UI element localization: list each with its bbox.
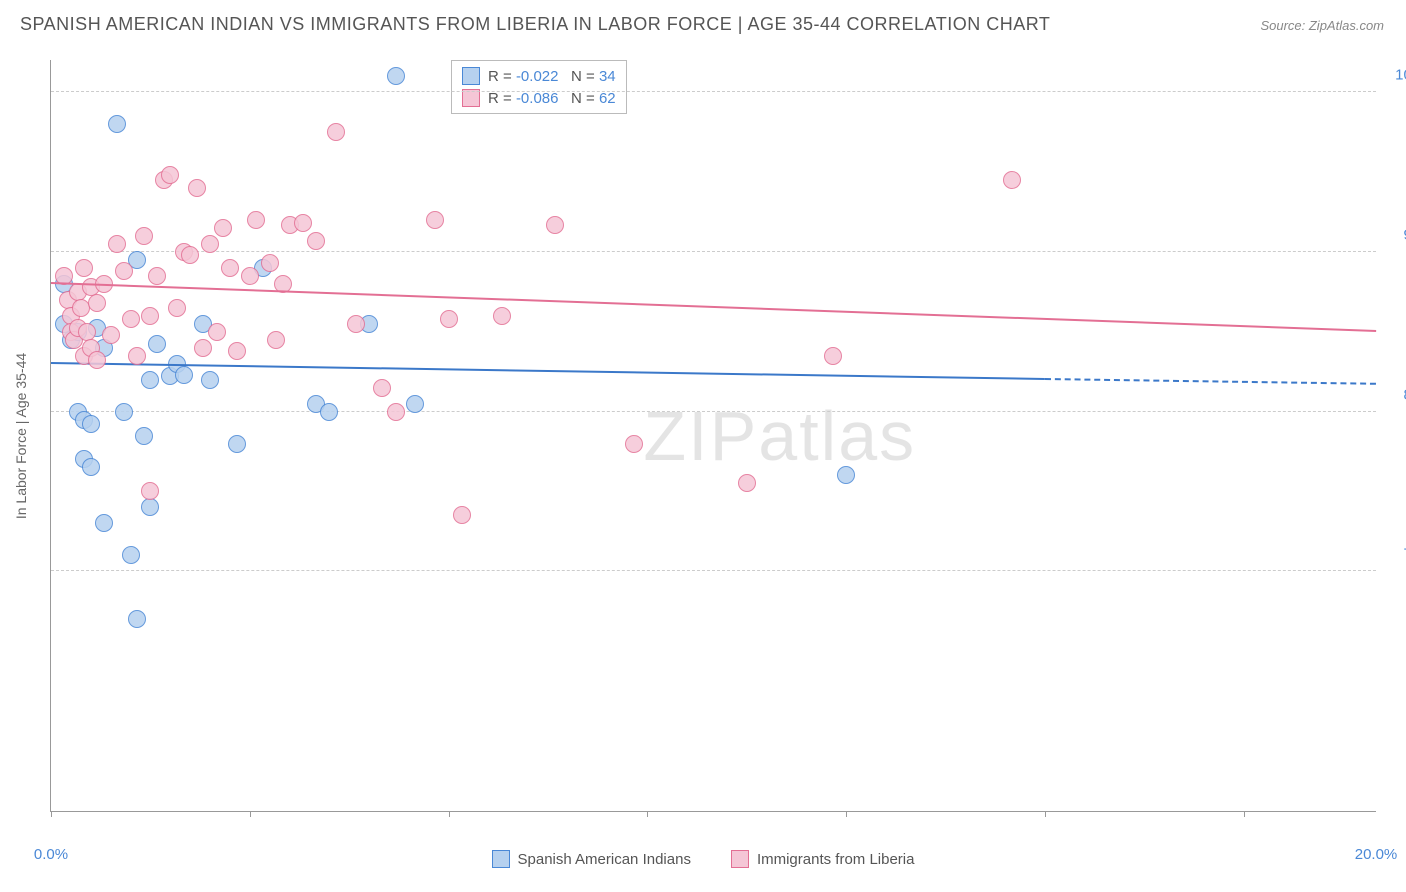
x-tick xyxy=(250,811,251,817)
trend-line xyxy=(51,282,1376,332)
x-tick xyxy=(647,811,648,817)
data-point xyxy=(738,474,756,492)
y-axis-label: In Labor Force | Age 35-44 xyxy=(13,352,29,518)
data-point xyxy=(307,232,325,250)
trend-line xyxy=(51,362,1045,380)
trend-line-extension xyxy=(1045,378,1376,385)
correlation-info-box: R = -0.022 N = 34 R = -0.086 N = 62 xyxy=(451,60,627,114)
legend-label: Spanish American Indians xyxy=(518,851,691,868)
info-text: R = -0.086 N = 62 xyxy=(488,90,616,107)
data-point xyxy=(201,371,219,389)
data-point xyxy=(267,331,285,349)
y-tick-label: 70.0% xyxy=(1386,546,1406,563)
data-point xyxy=(320,403,338,421)
data-point xyxy=(347,315,365,333)
data-point xyxy=(95,514,113,532)
info-row: R = -0.022 N = 34 xyxy=(462,65,616,87)
y-tick-label: 80.0% xyxy=(1386,386,1406,403)
info-text: R = -0.022 N = 34 xyxy=(488,68,616,85)
data-point xyxy=(82,458,100,476)
data-point xyxy=(175,366,193,384)
data-point xyxy=(148,335,166,353)
legend-item: Immigrants from Liberia xyxy=(731,850,915,868)
data-point xyxy=(135,427,153,445)
legend-swatch xyxy=(731,850,749,868)
data-point xyxy=(82,415,100,433)
source-attribution: Source: ZipAtlas.com xyxy=(1260,18,1384,33)
data-point xyxy=(546,216,564,234)
grid-line xyxy=(51,91,1376,92)
legend-item: Spanish American Indians xyxy=(492,850,691,868)
data-point xyxy=(201,235,219,253)
y-tick-label: 100.0% xyxy=(1386,66,1406,83)
plot-area: In Labor Force | Age 35-44 ZIPatlas R = … xyxy=(50,60,1376,812)
watermark-zip: ZIP xyxy=(643,397,758,475)
data-point xyxy=(128,610,146,628)
data-point xyxy=(440,310,458,328)
grid-line xyxy=(51,251,1376,252)
x-tick xyxy=(449,811,450,817)
bottom-legend: Spanish American Indians Immigrants from … xyxy=(0,850,1406,868)
data-point xyxy=(387,403,405,421)
data-point xyxy=(88,294,106,312)
data-point xyxy=(625,435,643,453)
data-point xyxy=(453,506,471,524)
data-point xyxy=(426,211,444,229)
watermark: ZIPatlas xyxy=(643,396,916,476)
watermark-atlas: atlas xyxy=(758,397,916,475)
grid-line xyxy=(51,570,1376,571)
data-point xyxy=(122,310,140,328)
data-point xyxy=(102,326,120,344)
x-tick xyxy=(51,811,52,817)
data-point xyxy=(214,219,232,237)
data-point xyxy=(228,342,246,360)
x-tick xyxy=(1045,811,1046,817)
data-point xyxy=(241,267,259,285)
data-point xyxy=(148,267,166,285)
data-point xyxy=(141,307,159,325)
data-point xyxy=(141,371,159,389)
data-point xyxy=(108,235,126,253)
legend-swatch xyxy=(462,67,480,85)
data-point xyxy=(108,115,126,133)
data-point xyxy=(168,299,186,317)
data-point xyxy=(221,259,239,277)
data-point xyxy=(115,403,133,421)
data-point xyxy=(327,123,345,141)
data-point xyxy=(387,67,405,85)
data-point xyxy=(837,466,855,484)
data-point xyxy=(1003,171,1021,189)
data-point xyxy=(181,246,199,264)
data-point xyxy=(88,351,106,369)
data-point xyxy=(373,379,391,397)
data-point xyxy=(135,227,153,245)
y-tick-label: 90.0% xyxy=(1386,226,1406,243)
data-point xyxy=(128,347,146,365)
data-point xyxy=(115,262,133,280)
legend-swatch xyxy=(492,850,510,868)
data-point xyxy=(72,299,90,317)
data-point xyxy=(122,546,140,564)
data-point xyxy=(294,214,312,232)
data-point xyxy=(406,395,424,413)
data-point xyxy=(228,435,246,453)
x-tick xyxy=(846,811,847,817)
data-point xyxy=(208,323,226,341)
data-point xyxy=(75,259,93,277)
legend-label: Immigrants from Liberia xyxy=(757,851,915,868)
x-tick xyxy=(1244,811,1245,817)
chart-title: SPANISH AMERICAN INDIAN VS IMMIGRANTS FR… xyxy=(20,14,1050,35)
data-point xyxy=(188,179,206,197)
data-point xyxy=(161,166,179,184)
grid-line xyxy=(51,411,1376,412)
data-point xyxy=(493,307,511,325)
data-point xyxy=(824,347,842,365)
data-point xyxy=(261,254,279,272)
data-point xyxy=(194,339,212,357)
data-point xyxy=(141,498,159,516)
data-point xyxy=(141,482,159,500)
data-point xyxy=(247,211,265,229)
